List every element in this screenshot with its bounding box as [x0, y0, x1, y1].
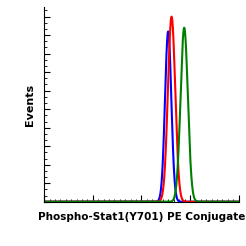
X-axis label: Phospho-Stat1(Y701) PE Conjugate: Phospho-Stat1(Y701) PE Conjugate [38, 212, 245, 222]
Y-axis label: Events: Events [25, 83, 35, 126]
